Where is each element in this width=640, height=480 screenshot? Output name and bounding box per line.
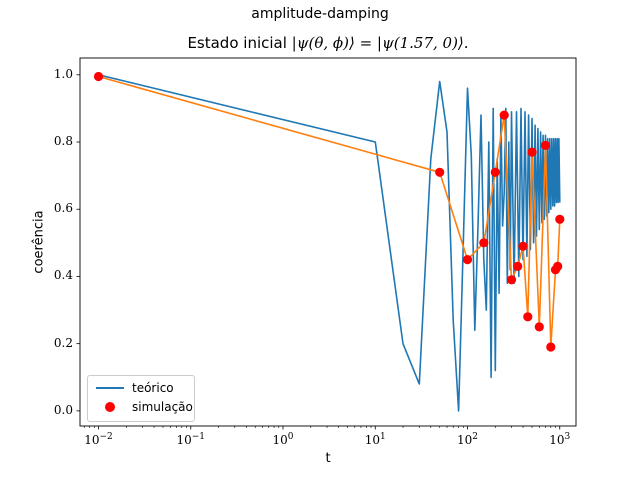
axes-frame — [79, 57, 577, 427]
scatter-point — [513, 261, 523, 271]
scatter-point — [435, 167, 445, 177]
legend-label-simulacao: simulação — [132, 400, 193, 414]
axes-title-math: |ψ(θ, ϕ)⟩ = |ψ(1.57, 0)⟩. — [291, 34, 469, 52]
scatter-point — [546, 342, 556, 352]
scatter-point — [93, 71, 104, 82]
y-tick-label: 1.0 — [53, 66, 73, 81]
legend-entry-simulacao: simulação — [96, 398, 193, 416]
figure-suptitle: amplitude-damping — [251, 6, 389, 22]
scatter-point — [540, 140, 551, 150]
scatter-point — [523, 312, 533, 322]
series-line-0 — [98, 74, 561, 412]
axes-title: Estado inicial |ψ(θ, ϕ)⟩ = |ψ(1.57, 0)⟩. — [80, 34, 576, 52]
x-axis-label: t — [325, 451, 331, 466]
scatter-point — [506, 275, 517, 285]
legend-entry-teorico: teórico — [96, 379, 174, 397]
scatter-point — [527, 147, 537, 157]
scatter-point — [518, 241, 528, 251]
scatter-point — [534, 322, 544, 332]
scatter-point — [490, 167, 500, 177]
y-tick-label: 0.8 — [53, 134, 73, 149]
scatter-point — [555, 214, 565, 224]
x-tick-label: 10−2 — [84, 432, 113, 447]
legend-marker-swatch — [105, 402, 115, 412]
x-tick-label: 103 — [549, 432, 571, 447]
y-tick-label: 0.0 — [53, 402, 73, 417]
x-tick-label: 10−1 — [176, 432, 206, 447]
y-tick-label: 0.4 — [53, 268, 73, 283]
legend-label-teorico: teórico — [132, 381, 174, 395]
scatter-point — [553, 261, 563, 271]
y-tick-label: 0.2 — [53, 335, 73, 350]
legend: teórico simulação — [87, 375, 195, 422]
y-axis-label: coerência — [31, 210, 47, 274]
axes-title-text: Estado inicial — [187, 34, 292, 52]
y-tick-label: 0.6 — [53, 201, 73, 216]
legend-line-swatch — [96, 387, 124, 389]
x-tick-label: 100 — [272, 432, 294, 447]
scatter-point — [479, 238, 489, 248]
scatter-point — [499, 110, 509, 120]
x-tick-label: 101 — [364, 432, 386, 447]
x-tick-label: 102 — [456, 432, 479, 447]
scatter-point — [462, 255, 473, 265]
